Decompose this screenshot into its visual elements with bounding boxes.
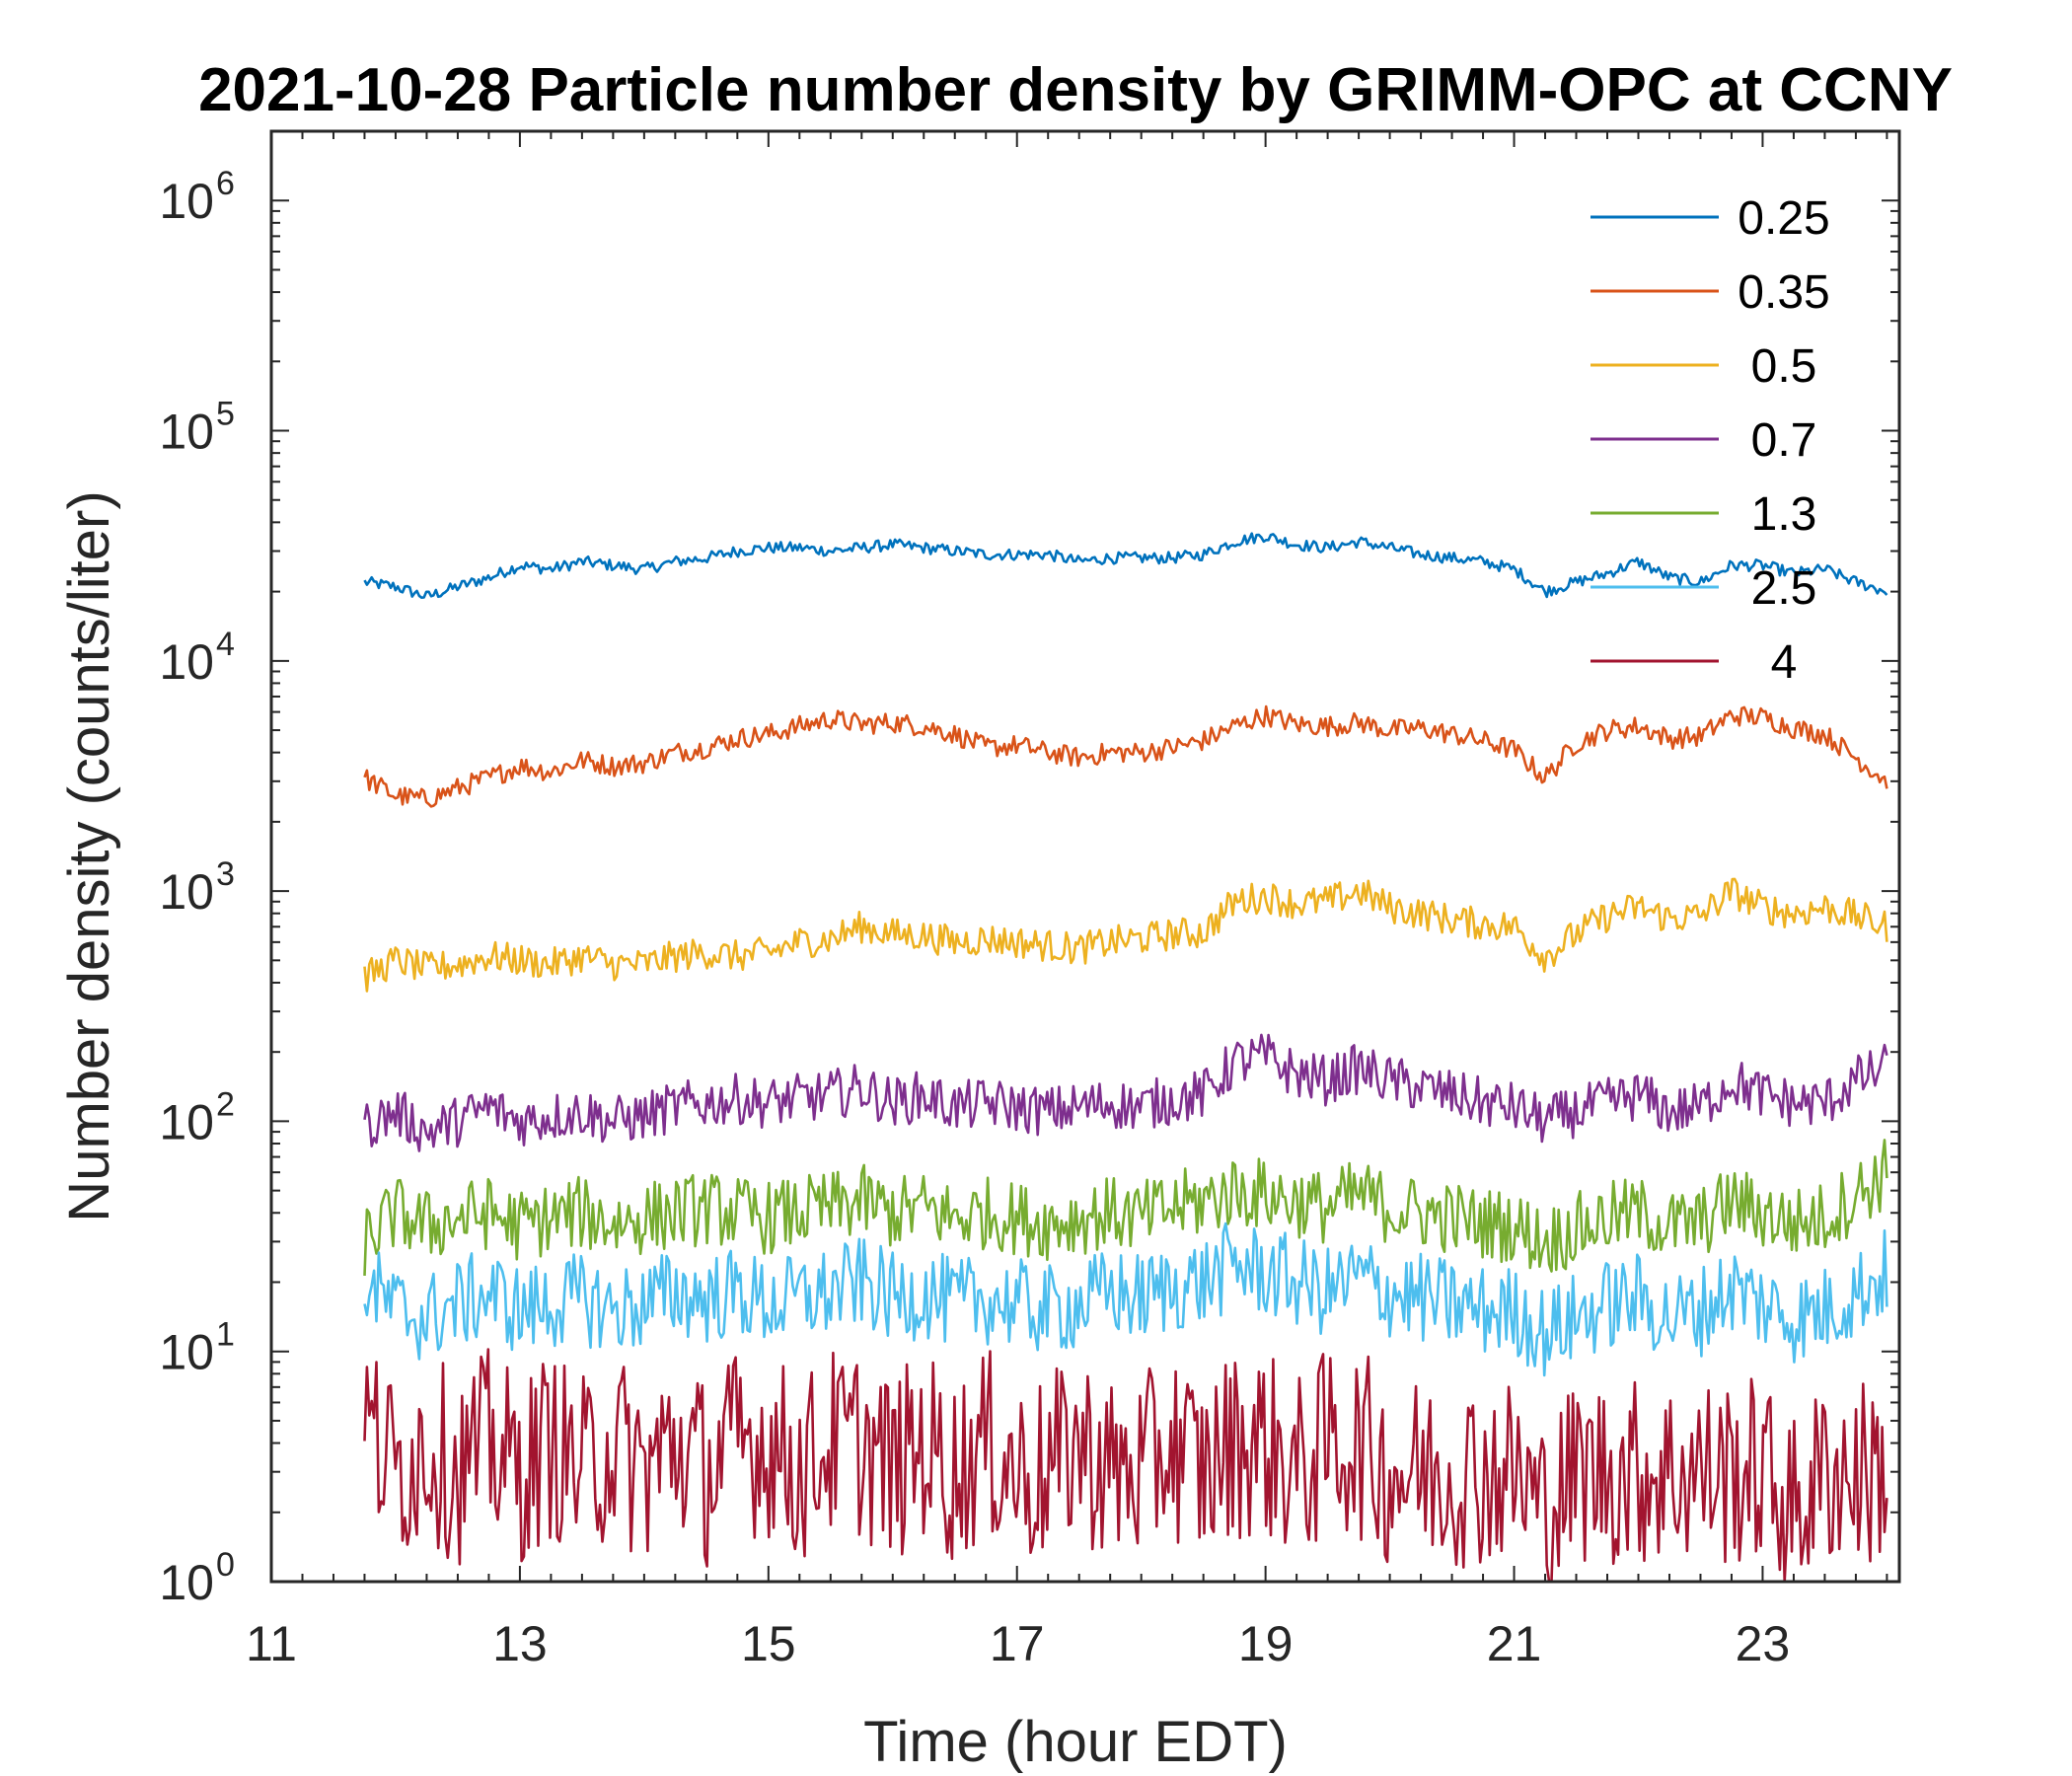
y-tick-exponent: 0: [216, 1546, 235, 1584]
series-layer: [363, 532, 1888, 1582]
series-line-1-3: [363, 1139, 1888, 1276]
x-axis-label: Time (hour EDT): [863, 1710, 1288, 1774]
y-tick-label: 10: [159, 634, 214, 690]
y-tick-exponent: 4: [216, 626, 235, 663]
legend: 0.25 0.35 0.5 0.7 1.3 2.5 4: [1591, 192, 1830, 689]
x-tick-label: 11: [246, 1616, 297, 1671]
y-tick-exponent: 6: [216, 165, 235, 202]
series-line-0-25: [363, 532, 1888, 599]
y-tick-exponent: 5: [216, 396, 235, 433]
legend-label: 0.7: [1751, 414, 1817, 467]
y-tick-label: 10: [159, 174, 214, 229]
legend-label: 2.5: [1751, 562, 1817, 615]
legend-label: 0.35: [1738, 266, 1829, 319]
x-axis-ticks: 11 13 15 17 19 21 23: [246, 131, 1888, 1671]
y-tick-label: 10: [159, 864, 214, 920]
series-line-0-7: [363, 1033, 1888, 1152]
y-tick-label: 10: [159, 1555, 214, 1610]
y-tick-label: 10: [159, 1325, 214, 1380]
y-tick-exponent: 1: [216, 1316, 235, 1354]
y-tick-exponent: 3: [216, 855, 235, 893]
x-tick-label: 15: [741, 1616, 796, 1671]
legend-label: 1.3: [1751, 488, 1817, 541]
series-line-4: [363, 1348, 1888, 1582]
y-tick-label: 10: [159, 405, 214, 460]
x-tick-label: 13: [492, 1616, 548, 1671]
x-tick-label: 21: [1487, 1616, 1542, 1671]
x-tick-label: 19: [1238, 1616, 1294, 1671]
x-tick-label: 17: [990, 1616, 1045, 1671]
legend-label: 0.5: [1751, 340, 1817, 393]
series-line-0-5: [363, 877, 1888, 993]
legend-label: 0.25: [1738, 192, 1829, 245]
chart-title: 2021-10-28 Particle number density by GR…: [198, 56, 1953, 124]
y-tick-exponent: 2: [216, 1085, 235, 1123]
plot-frame: [269, 129, 1901, 1584]
y-axis-label: Number density (counts/liter): [57, 490, 121, 1221]
series-line-0-35: [363, 704, 1888, 808]
legend-label: 4: [1771, 636, 1798, 689]
y-tick-label: 10: [159, 1094, 214, 1149]
x-tick-label: 23: [1736, 1616, 1791, 1671]
series-line-2-5: [363, 1221, 1888, 1377]
